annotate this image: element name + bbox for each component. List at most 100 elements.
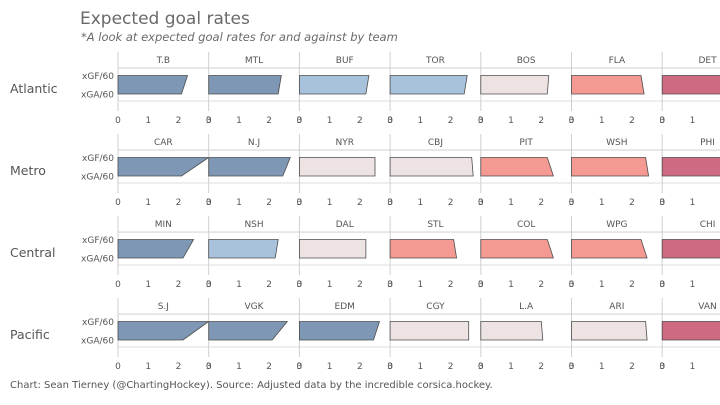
bar-cgy xyxy=(389,321,470,341)
tick-label: 2 xyxy=(538,116,544,126)
tick-label: 1 xyxy=(236,116,242,126)
team-label: L.A xyxy=(519,302,534,312)
team-label: BUF xyxy=(336,56,354,66)
tick-label: 1 xyxy=(690,198,696,208)
team-label: WPG xyxy=(606,220,627,230)
metric-label: xGA/60 xyxy=(81,337,114,347)
metric-label: xGF/60 xyxy=(82,72,114,82)
tick-label: 3 xyxy=(569,362,575,372)
tick-label: 1 xyxy=(508,280,514,290)
team-label: STL xyxy=(427,220,443,230)
tick-label: 0 xyxy=(387,116,393,126)
team-label: T.B xyxy=(156,56,170,66)
tick-label: 0 xyxy=(297,116,303,126)
division-label: Atlantic xyxy=(10,81,58,96)
chart-subtitle: *A look at expected goal rates for and a… xyxy=(81,30,398,44)
bar-col xyxy=(480,239,554,259)
tick-label: 3 xyxy=(569,198,575,208)
tick-label: 0 xyxy=(206,198,212,208)
tick-label: 3 xyxy=(659,362,665,372)
tick-label: 3 xyxy=(569,280,575,290)
tick-label: 0 xyxy=(569,116,575,126)
team-label: PIT xyxy=(519,138,533,148)
tick-label: 0 xyxy=(569,198,575,208)
tick-label: 0 xyxy=(115,280,121,290)
bar-chi xyxy=(661,239,720,259)
tick-label: 1 xyxy=(690,362,696,372)
bar-pit xyxy=(480,157,554,177)
tick-label: 2 xyxy=(629,116,635,126)
tick-label: 2 xyxy=(176,116,182,126)
tick-label: 0 xyxy=(387,362,393,372)
tick-label: 3 xyxy=(387,280,393,290)
team-label: N.J xyxy=(248,138,260,148)
metric-label: xGA/60 xyxy=(81,173,114,183)
tick-label: 1 xyxy=(145,280,151,290)
team-label: S.J xyxy=(158,302,169,312)
team-label: CHI xyxy=(700,220,716,230)
tick-label: 0 xyxy=(478,198,484,208)
bar-nyr xyxy=(298,157,376,177)
team-label: ARI xyxy=(609,302,624,312)
bar-tor xyxy=(389,75,468,95)
team-label: VAN xyxy=(698,302,716,312)
tick-label: 0 xyxy=(297,280,303,290)
tick-label: 1 xyxy=(417,280,423,290)
tick-label: 1 xyxy=(236,198,242,208)
team-label: BOS xyxy=(517,56,536,66)
bar-phi xyxy=(661,157,720,177)
tick-label: 1 xyxy=(599,116,605,126)
tick-label: 3 xyxy=(659,198,665,208)
tick-label: 2 xyxy=(266,116,272,126)
bar-dal xyxy=(298,239,367,259)
tick-label: 2 xyxy=(266,280,272,290)
bar-bos xyxy=(480,75,550,95)
tick-label: 3 xyxy=(206,280,212,290)
tick-label: 1 xyxy=(508,362,514,372)
bar-sj xyxy=(117,321,210,341)
tick-label: 3 xyxy=(659,280,665,290)
tick-label: 0 xyxy=(297,362,303,372)
bar-van xyxy=(661,321,720,341)
tick-label: 1 xyxy=(327,362,333,372)
tick-label: 0 xyxy=(478,362,484,372)
tick-label: 2 xyxy=(176,280,182,290)
tick-label: 3 xyxy=(206,362,212,372)
bar-edm xyxy=(298,321,381,341)
tick-label: 0 xyxy=(659,198,665,208)
tick-label: 1 xyxy=(327,116,333,126)
tick-label: 3 xyxy=(297,362,303,372)
tick-label: 3 xyxy=(297,116,303,126)
team-label: WSH xyxy=(606,138,627,148)
division-label: Pacific xyxy=(10,327,50,342)
bar-buf xyxy=(298,75,370,95)
team-label: NYR xyxy=(336,138,354,148)
tick-label: 2 xyxy=(448,116,454,126)
tick-label: 2 xyxy=(448,198,454,208)
tick-label: 0 xyxy=(478,280,484,290)
bar-nj xyxy=(208,157,291,177)
tick-label: 1 xyxy=(417,362,423,372)
tick-label: 3 xyxy=(478,280,484,290)
team-label: CAR xyxy=(154,138,173,148)
tick-label: 2 xyxy=(357,280,363,290)
chart-caption: Chart: Sean Tierney (@ChartingHockey). S… xyxy=(10,380,493,391)
tick-label: 3 xyxy=(478,362,484,372)
tick-label: 2 xyxy=(538,280,544,290)
metric-label: xGA/60 xyxy=(81,91,114,101)
tick-label: 3 xyxy=(387,362,393,372)
tick-label: 0 xyxy=(206,116,212,126)
tick-label: 1 xyxy=(236,362,242,372)
tick-label: 0 xyxy=(115,198,121,208)
tick-label: 0 xyxy=(297,198,303,208)
team-label: MIN xyxy=(155,220,172,230)
team-label: CGY xyxy=(426,302,445,312)
team-label: VGK xyxy=(245,302,265,312)
team-label: COL xyxy=(517,220,535,230)
tick-label: 0 xyxy=(659,362,665,372)
tick-label: 1 xyxy=(508,116,514,126)
tick-label: 3 xyxy=(478,116,484,126)
metric-label: xGA/60 xyxy=(81,255,114,265)
tick-label: 1 xyxy=(417,116,423,126)
